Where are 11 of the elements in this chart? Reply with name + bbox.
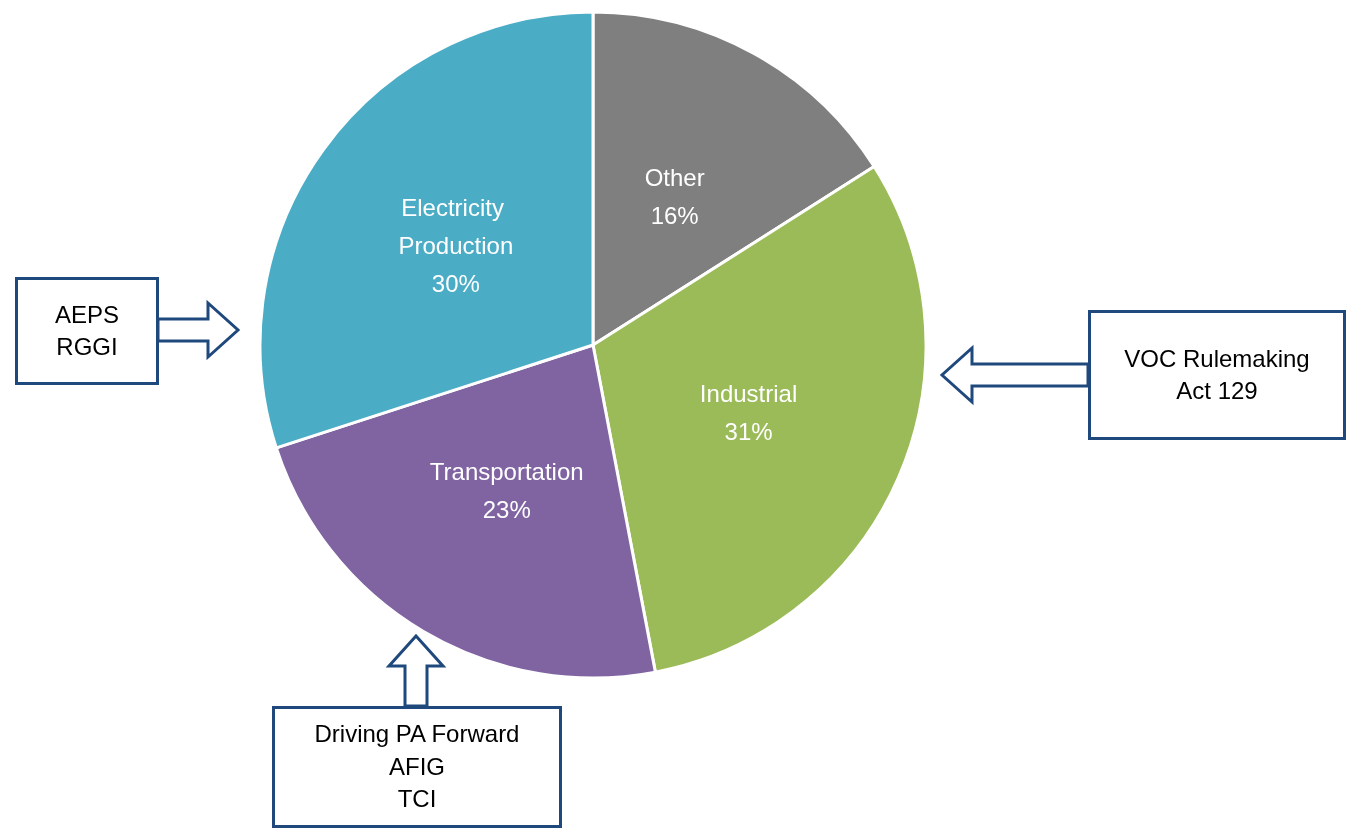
text: Driving PA Forward AFIG TCI (272, 706, 562, 828)
slice-label: Electricity Production (398, 193, 514, 259)
data-label: 16% (650, 201, 699, 229)
slice-label: Transportation (429, 458, 584, 486)
slice-label: Other (644, 163, 705, 191)
slice-label: Industrial (699, 379, 798, 407)
data-label: 23% (482, 496, 531, 524)
data-label: 30% (431, 269, 480, 297)
data-label: 31% (724, 417, 773, 445)
text: AEPS RGGI (15, 277, 159, 385)
text: VOC Rulemaking Act 129 (1088, 310, 1346, 440)
